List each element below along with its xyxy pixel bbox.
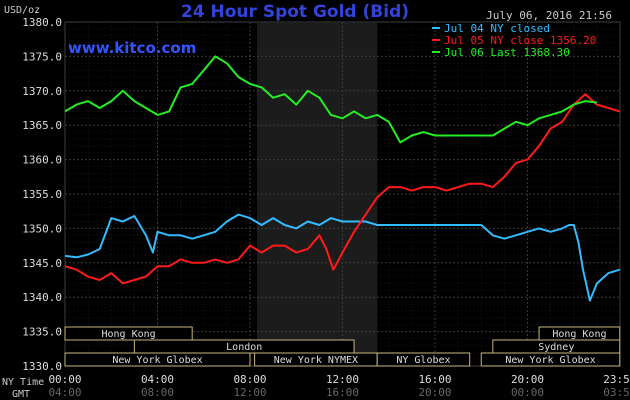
- session-label: Hong Kong: [102, 329, 156, 340]
- x-tick-label-gmt: 16:00: [326, 386, 359, 399]
- x-tick-label-gmt: 00:00: [511, 386, 544, 399]
- y-tick-label: 1365.0: [22, 119, 62, 132]
- session-label: New York Globex: [505, 355, 595, 366]
- session-bar: [64, 326, 193, 341]
- x-tick-label-ny: 00:00: [48, 373, 81, 386]
- session-bar: [64, 352, 251, 367]
- y-tick-label: 1380.0: [22, 16, 62, 29]
- ny-time-label: NY Time: [2, 377, 44, 388]
- session-label: New York NYMEX: [274, 355, 358, 366]
- chart-title: 24 Hour Spot Gold (Bid): [181, 2, 409, 22]
- x-tick-label-ny: 08:00: [233, 373, 266, 386]
- x-tick-label-ny: 23:59: [603, 373, 630, 386]
- session-label: New York Globex: [112, 355, 202, 366]
- axes: 1380.0 1375.0 1370.0 1365.0 1360.0 1355.0 1350…: [22, 16, 630, 399]
- y-tick-label: 1330.0: [22, 360, 62, 373]
- series-line-2: [64, 55, 598, 144]
- x-tick-label-gmt: 20:00: [418, 386, 451, 399]
- x-tick-label-gmt: 08:00: [141, 386, 174, 399]
- session-label: Hong Kong: [552, 329, 606, 340]
- y-tick-label: 1340.0: [22, 291, 62, 304]
- y-unit-label: USD/oz: [4, 5, 40, 16]
- grid: [64, 21, 621, 367]
- y-tick-label: 1355.0: [22, 188, 62, 201]
- x-tick-label-gmt: 04:00: [48, 386, 81, 399]
- kitco-watermark: www.kitco.com: [68, 39, 196, 57]
- x-tick-label-gmt: 12:00: [233, 386, 266, 399]
- session-bar: [480, 352, 621, 367]
- session-label: London: [226, 342, 262, 353]
- session-label: Sydney: [538, 342, 574, 353]
- x-tick-label-ny: 04:00: [141, 373, 174, 386]
- x-tick-label-ny: 16:00: [418, 373, 451, 386]
- y-tick-label: 1350.0: [22, 222, 62, 235]
- x-tick-label-gmt: 03:59: [603, 386, 630, 399]
- y-tick-label: 1370.0: [22, 85, 62, 98]
- x-tick-label-ny: 12:00: [326, 373, 359, 386]
- gmt-label: GMT: [12, 389, 30, 400]
- series-line-1: [64, 93, 621, 285]
- session-label: NY Globex: [396, 355, 450, 366]
- legend-entry: Jul 06 Last 1368.30: [444, 46, 570, 59]
- y-tick-label: 1360.0: [22, 154, 62, 167]
- market-sessions: Hong Kong Hong Kong London Sydney New York G…: [64, 326, 621, 367]
- y-tick-label: 1375.0: [22, 50, 62, 63]
- series-lines: [64, 55, 621, 302]
- series-line-0: [64, 213, 621, 302]
- legend-entry: Jul 05 NY close 1356.20: [444, 34, 596, 47]
- session-bar: [376, 352, 471, 367]
- y-tick-label: 1345.0: [22, 257, 62, 270]
- y-tick-label: 1335.0: [22, 326, 62, 339]
- chart-datetime: July 06, 2016 21:56: [486, 9, 612, 22]
- legend-entry: Jul 04 NY closed: [444, 22, 550, 35]
- x-tick-label-ny: 20:00: [511, 373, 544, 386]
